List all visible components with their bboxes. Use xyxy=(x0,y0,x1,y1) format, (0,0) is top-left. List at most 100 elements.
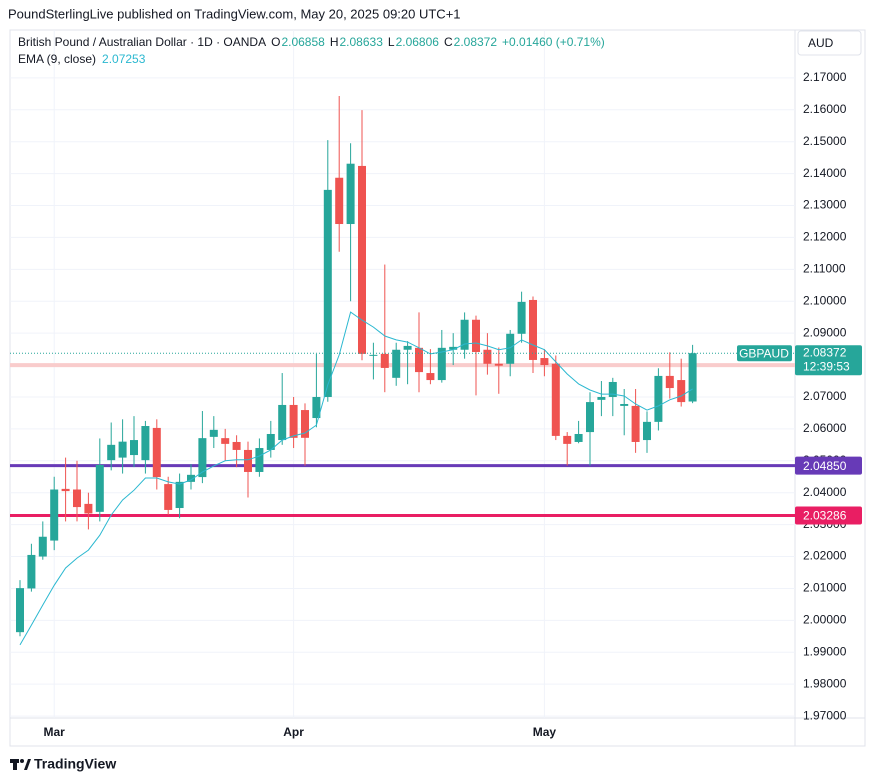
legend-series: EMA (9, close) xyxy=(18,52,96,66)
y-tick-label: 2.10000 xyxy=(803,293,847,307)
candle-body xyxy=(130,440,138,456)
candle-body xyxy=(141,426,150,461)
candle-body xyxy=(73,489,81,508)
y-tick-label: 2.13000 xyxy=(803,198,847,212)
legend-series-value: 2.07253 xyxy=(102,52,146,66)
brand: TradingView xyxy=(34,756,116,772)
candle-body xyxy=(244,449,252,472)
price-label: 2.08372 xyxy=(803,345,847,359)
y-tick-label: 2.16000 xyxy=(803,102,847,116)
candle-body xyxy=(540,358,549,366)
y-tick-label: 2.17000 xyxy=(803,70,847,84)
price-label-bg xyxy=(795,345,862,376)
ema-line xyxy=(19,311,693,646)
candle-body xyxy=(574,433,583,442)
publisher: PoundSterlingLive published on TradingVi… xyxy=(8,6,461,21)
candle-body xyxy=(643,421,651,441)
symbol-label: GBPAUD xyxy=(739,346,789,360)
candle-body xyxy=(437,347,446,381)
y-tick-label: 2.12000 xyxy=(803,230,847,244)
candle-body xyxy=(164,484,173,510)
candle-body xyxy=(84,503,93,514)
candle-body xyxy=(198,438,207,478)
logo-part xyxy=(24,759,31,770)
candle-body xyxy=(665,375,674,389)
ohlc-label: C xyxy=(444,35,453,49)
candle-body xyxy=(323,189,332,397)
y-tick-label: 2.02000 xyxy=(803,549,847,563)
candle-body xyxy=(152,427,161,478)
candle-body xyxy=(312,396,321,419)
y-tick-label: 1.98000 xyxy=(803,676,847,690)
y-tick-label: 2.04000 xyxy=(803,485,847,499)
candle-body xyxy=(16,588,24,633)
legend-title: British Pound / Australian Dollar · 1D ·… xyxy=(18,35,266,49)
candle-body xyxy=(449,346,458,350)
candle-body xyxy=(403,345,412,350)
candle-body xyxy=(506,333,515,364)
y-tick-label: 2.14000 xyxy=(803,166,847,180)
level-label-bg xyxy=(795,456,862,475)
candle-body xyxy=(494,363,503,366)
candle-body xyxy=(232,441,241,450)
candle-body xyxy=(597,396,606,400)
logo-part xyxy=(13,759,17,770)
logo-part xyxy=(20,759,24,763)
y-tick-label: 1.97000 xyxy=(803,708,847,722)
candle-body xyxy=(346,163,355,225)
candle-body xyxy=(529,299,537,360)
level-label-bg xyxy=(795,506,862,525)
candle-body xyxy=(688,353,697,402)
candle-body xyxy=(266,433,275,450)
y-tick-label: 2.11000 xyxy=(803,262,846,276)
y-tick-label: 2.07000 xyxy=(803,389,847,403)
y-tick-label: 2.00000 xyxy=(803,613,847,627)
candle-body xyxy=(358,165,366,354)
tv-logo xyxy=(10,759,31,770)
candle-body xyxy=(301,410,309,438)
currency: AUD xyxy=(808,36,834,50)
candle-body xyxy=(392,349,401,378)
ohlc-label: L xyxy=(388,35,395,49)
candle-body xyxy=(472,319,480,352)
level-label: 2.04850 xyxy=(803,459,847,473)
y-tick-label: 2.15000 xyxy=(803,134,847,148)
currency-box xyxy=(797,30,862,56)
candle-body xyxy=(415,347,423,373)
candle-body xyxy=(460,319,469,350)
ohlc-label: O xyxy=(271,35,280,49)
x-tick-label: Apr xyxy=(283,725,304,739)
level-label: 2.03286 xyxy=(803,509,847,523)
y-tick-label: 2.09000 xyxy=(803,325,847,339)
candle-body xyxy=(278,404,287,441)
x-tick-label: Mar xyxy=(44,725,66,739)
candle-body xyxy=(289,404,298,438)
ohlc-label: H xyxy=(330,35,339,49)
symbol-label-bg xyxy=(737,345,792,362)
candle-body xyxy=(586,402,594,433)
candle-body xyxy=(95,464,104,512)
candle-body xyxy=(483,349,492,364)
candle-body xyxy=(654,375,663,422)
candle-body xyxy=(118,441,127,458)
frame xyxy=(9,29,866,747)
y-tick-label: 2.06000 xyxy=(803,421,847,435)
y-tick-label: 2.01000 xyxy=(803,581,847,595)
candle-body xyxy=(563,435,572,444)
x-tick-label: May xyxy=(533,725,557,739)
ohlc-value: 2.06806 xyxy=(396,35,440,49)
candle-body xyxy=(426,373,435,381)
candle-body xyxy=(187,474,195,482)
candle-body xyxy=(61,488,70,492)
candle-body xyxy=(38,536,47,557)
y-tick-label: 1.99000 xyxy=(803,644,847,658)
candle-body xyxy=(107,444,116,461)
candle-body xyxy=(551,363,560,436)
change: +0.01460 (+0.71%) xyxy=(502,35,605,49)
candle-body xyxy=(517,301,526,334)
candle-body xyxy=(608,381,617,397)
candle-body xyxy=(221,438,230,444)
candle-body xyxy=(620,403,629,406)
